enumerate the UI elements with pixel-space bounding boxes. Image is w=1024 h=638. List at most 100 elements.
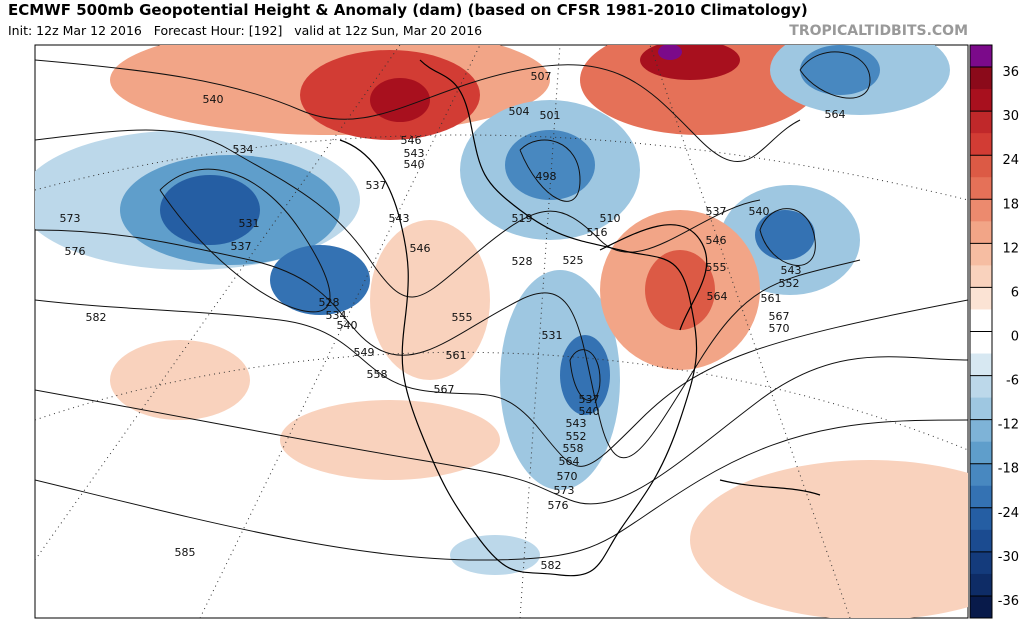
contour-label: 540 xyxy=(404,158,425,171)
contour-label: 564 xyxy=(559,455,580,468)
contour-label: 576 xyxy=(65,245,86,258)
contour-label: 537 xyxy=(579,393,600,406)
contour-labels: 5405345315375735765825285345405495585465… xyxy=(60,70,846,572)
colorbar-band xyxy=(970,485,992,509)
contour-label: 567 xyxy=(769,310,790,323)
contour-label: 540 xyxy=(203,93,224,106)
contour-label: 537 xyxy=(366,179,387,192)
contour-label: 564 xyxy=(825,108,846,121)
colorbar-label: -12 xyxy=(998,418,1019,433)
contour-label: 564 xyxy=(707,290,728,303)
contour-label: 549 xyxy=(354,346,375,359)
colorbar: 36 30 24 18 12 6 0 -6 -12 -18 -24 -30 -36 xyxy=(969,44,1019,619)
contour-label: 498 xyxy=(536,170,557,183)
contour-label: 516 xyxy=(587,226,608,239)
colorbar-band xyxy=(970,111,992,134)
contour-label: 543 xyxy=(781,264,802,277)
contour-label: 534 xyxy=(326,309,347,322)
contour-label: 555 xyxy=(706,261,727,274)
contour-label: 534 xyxy=(233,143,254,156)
colorbar-band xyxy=(970,595,992,619)
contour-label: 561 xyxy=(446,349,467,362)
contour-label: 540 xyxy=(579,405,600,418)
contour-label: 528 xyxy=(319,296,340,309)
colorbar-band xyxy=(970,133,992,156)
contour-label: 531 xyxy=(239,217,260,230)
contour-label: 558 xyxy=(563,442,584,455)
contours xyxy=(35,51,968,561)
contour-label: 582 xyxy=(86,311,107,324)
contour-label: 567 xyxy=(434,383,455,396)
colorbar-band xyxy=(970,507,992,531)
contour-label: 582 xyxy=(541,559,562,572)
colorbar-label: -36 xyxy=(998,594,1019,609)
colorbar-label: 24 xyxy=(1002,153,1019,168)
colorbar-band xyxy=(970,353,992,377)
subtitle: Init: 12z Mar 12 2016 Forecast Hour: [19… xyxy=(8,23,482,38)
colorbar-band xyxy=(970,177,992,200)
anomalies xyxy=(35,45,968,618)
colorbar-label: -18 xyxy=(998,462,1019,477)
graticule xyxy=(35,45,968,618)
contour-label: 507 xyxy=(531,70,552,83)
colorbar-band xyxy=(970,331,992,355)
contour-label: 570 xyxy=(557,470,578,483)
colorbar-band xyxy=(970,265,992,288)
colorbar-band xyxy=(970,243,992,266)
contour-label: 525 xyxy=(563,254,584,267)
colorbar-band xyxy=(970,89,992,112)
contour-label: 555 xyxy=(452,311,473,324)
map: 5405345315375735765825285345405495585465… xyxy=(34,44,969,619)
contour-label: 561 xyxy=(761,292,782,305)
colorbar-band xyxy=(970,287,992,310)
colorbar-label: 30 xyxy=(1002,109,1019,124)
colorbar-band xyxy=(970,309,992,332)
contour-label: 546 xyxy=(410,242,431,255)
contour-label: 504 xyxy=(509,105,530,118)
colorbar-band xyxy=(970,551,992,575)
contour-label: 528 xyxy=(512,255,533,268)
colorbar-band xyxy=(970,441,992,465)
contour-label: 546 xyxy=(401,134,422,147)
colorbar-band xyxy=(970,397,992,421)
colorbar-band xyxy=(970,375,992,399)
colorbar-band xyxy=(970,573,992,597)
contour-label: 537 xyxy=(706,205,727,218)
colorbar-band xyxy=(970,45,992,68)
contour-label: 540 xyxy=(337,319,358,332)
colorbar-band xyxy=(970,199,992,222)
colorbar-band xyxy=(970,529,992,553)
colorbar-band xyxy=(970,221,992,244)
contour-label: 576 xyxy=(548,499,569,512)
contour-label: 573 xyxy=(60,212,81,225)
contour-label: 519 xyxy=(512,212,533,225)
colorbar-label: 0 xyxy=(1011,330,1019,345)
contour-label: 531 xyxy=(542,329,563,342)
source: TROPICALTIDBITS.COM xyxy=(789,23,968,39)
colorbar-label: 18 xyxy=(1002,197,1019,212)
contour-label: 558 xyxy=(367,368,388,381)
coastlines xyxy=(339,59,821,577)
colorbar-label: -30 xyxy=(998,550,1019,565)
contour-label: 510 xyxy=(600,212,621,225)
contour-label: 585 xyxy=(175,546,196,559)
contour-label: 546 xyxy=(706,234,727,247)
colorbar-band xyxy=(970,67,992,90)
contour-label: 537 xyxy=(231,240,252,253)
colorbar-label: -6 xyxy=(1006,374,1019,389)
contour-label: 543 xyxy=(404,147,425,160)
contour-label: 543 xyxy=(389,212,410,225)
colorbar-band xyxy=(970,155,992,178)
contour-label: 501 xyxy=(540,109,561,122)
colorbar-band xyxy=(970,419,992,443)
colorbar-label: 6 xyxy=(1011,285,1019,300)
contour-label: 552 xyxy=(779,277,800,290)
contour-label: 573 xyxy=(554,484,575,497)
colorbar-label: -24 xyxy=(998,506,1019,521)
contour-label: 552 xyxy=(566,430,587,443)
contour-label: 540 xyxy=(749,205,770,218)
title: ECMWF 500mb Geopotential Height & Anomal… xyxy=(8,1,808,19)
colorbar-band xyxy=(970,463,992,487)
contour-label: 543 xyxy=(566,417,587,430)
